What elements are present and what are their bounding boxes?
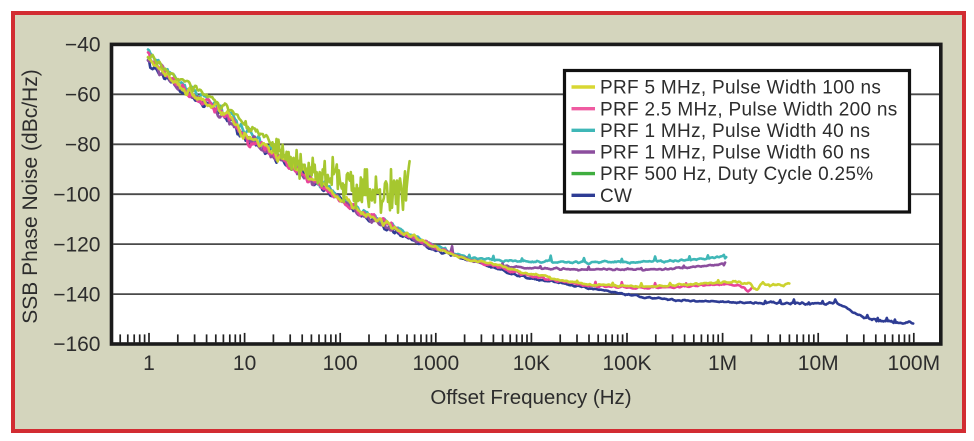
svg-text:−80: −80 (65, 134, 101, 157)
svg-text:PRF 5 MHz, Pulse Width 100 ns: PRF 5 MHz, Pulse Width 100 ns (600, 78, 881, 99)
svg-text:−60: −60 (65, 84, 101, 107)
svg-text:1M: 1M (708, 352, 737, 375)
svg-text:CW: CW (600, 186, 632, 207)
svg-text:−120: −120 (53, 233, 100, 256)
svg-text:10K: 10K (513, 352, 550, 375)
svg-text:10: 10 (233, 352, 256, 375)
svg-text:−40: −40 (65, 34, 101, 57)
svg-text:−100: −100 (53, 183, 100, 206)
svg-text:PRF 2.5 MHz, Pulse Width 200 n: PRF 2.5 MHz, Pulse Width 200 ns (600, 99, 898, 120)
svg-text:PRF 500 Hz, Duty Cycle 0.25%: PRF 500 Hz, Duty Cycle 0.25% (600, 164, 873, 185)
svg-text:−160: −160 (53, 333, 100, 356)
svg-text:100: 100 (323, 352, 358, 375)
svg-text:Offset Frequency (Hz): Offset Frequency (Hz) (430, 386, 631, 409)
svg-text:PRF 1 MHz, Pulse Width 40 ns: PRF 1 MHz, Pulse Width 40 ns (600, 121, 870, 142)
svg-text:1: 1 (143, 352, 155, 375)
svg-text:SSB Phase Noise (dBc/Hz): SSB Phase Noise (dBc/Hz) (19, 69, 42, 323)
svg-text:1000: 1000 (412, 352, 459, 375)
svg-text:100M: 100M (888, 352, 941, 375)
svg-text:10M: 10M (798, 352, 839, 375)
svg-text:100K: 100K (602, 352, 651, 375)
svg-text:PRF 1 MHz, Pulse Width 60 ns: PRF 1 MHz, Pulse Width 60 ns (600, 143, 870, 164)
svg-text:−140: −140 (53, 283, 100, 306)
